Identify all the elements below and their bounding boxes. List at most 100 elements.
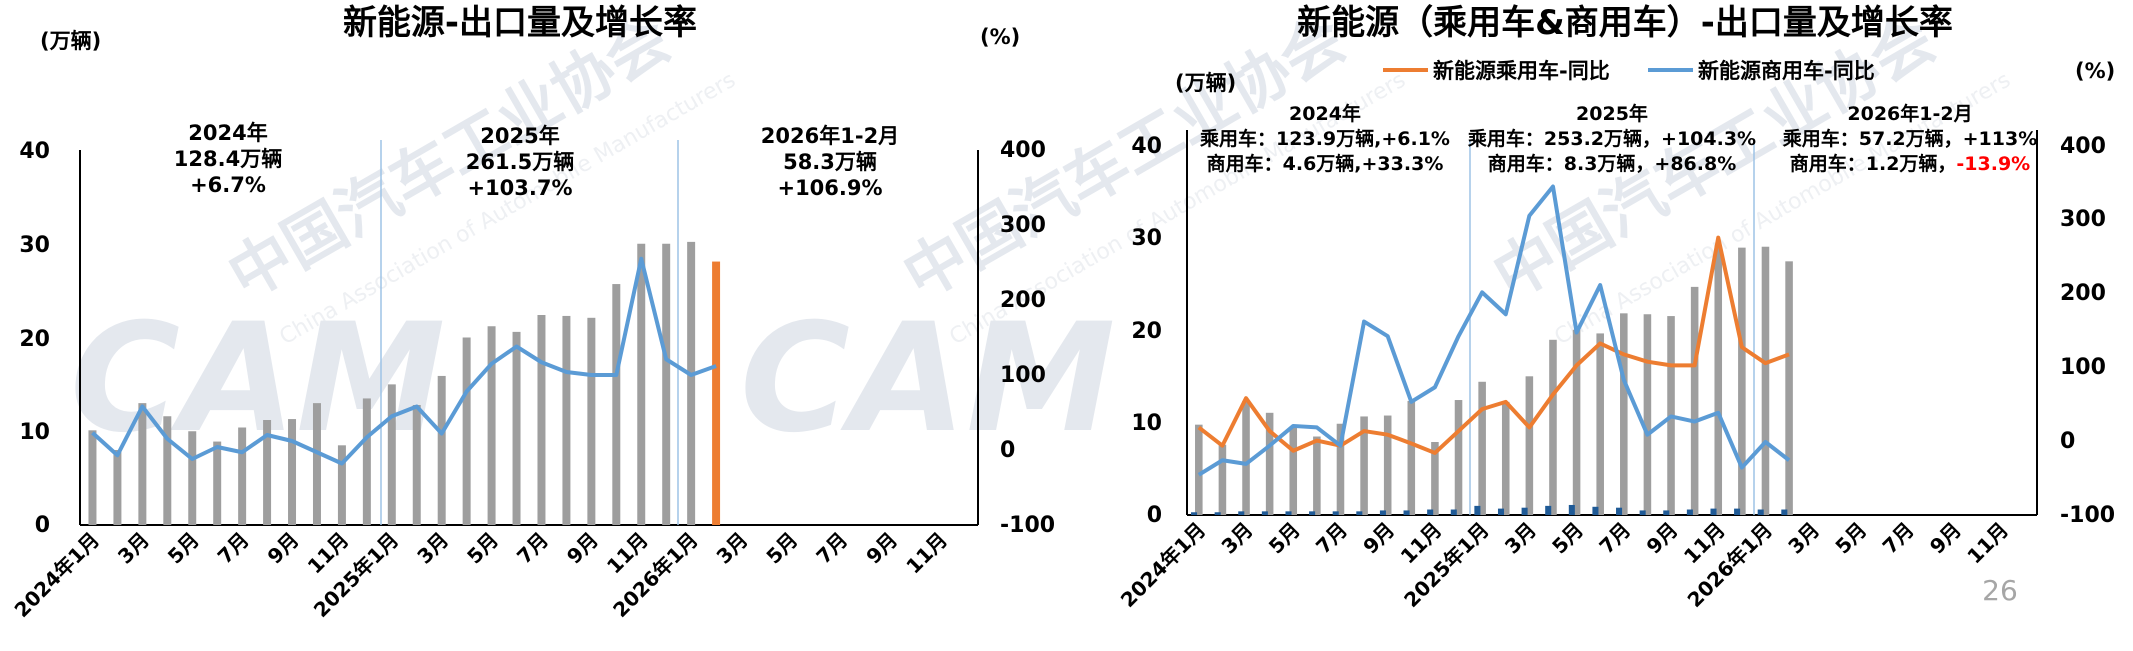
- export-bar: [487, 326, 496, 525]
- annotation-volume: 58.3万辆: [783, 150, 877, 174]
- passenger-bar: [1478, 381, 1486, 515]
- x-tick-label: 11月: [1962, 518, 2013, 569]
- annotation-year: 2024年: [188, 121, 267, 145]
- left-unit-label: (万辆): [40, 29, 101, 53]
- right-tick: 400: [2060, 134, 2106, 159]
- export-bar: [312, 403, 321, 525]
- commercial-bar: [1332, 511, 1339, 515]
- left-tick: 40: [19, 139, 50, 164]
- export-bar: [437, 375, 446, 525]
- export-bar: [412, 405, 421, 525]
- right-tick: 300: [1000, 213, 1046, 238]
- right-tick: 400: [1000, 138, 1046, 163]
- annotation-volume: 128.4万辆: [174, 147, 282, 171]
- commercial-bar: [1474, 505, 1481, 515]
- passenger-bar: [1289, 427, 1298, 515]
- right-tick-labels: -100 0 100 200 300 400: [2060, 134, 2115, 528]
- passenger-bar: [1265, 412, 1274, 515]
- commercial-bar: [1238, 511, 1245, 515]
- export-bar: [637, 243, 646, 525]
- x-tick-label: 5月: [1547, 518, 1588, 559]
- commercial-bar: [1285, 511, 1292, 515]
- annotation-commercial: 商用车：1.2万辆，-13.9%: [1790, 152, 2030, 175]
- passenger-bar: [1596, 333, 1604, 515]
- left-tick: 10: [19, 420, 50, 445]
- commercial-bar: [1191, 512, 1198, 515]
- right-unit-label: (%): [980, 25, 1020, 49]
- annotation-growth: +6.7%: [190, 173, 266, 197]
- commercial-bar: [1639, 510, 1646, 515]
- annotation-commercial: 商用车：8.3万辆，+86.8%: [1488, 152, 1737, 175]
- left-tick: 20: [1131, 319, 1162, 344]
- left-tick: 0: [35, 513, 50, 538]
- annotation-growth: +103.7%: [467, 176, 572, 200]
- x-tick-label: 7月: [1878, 518, 1919, 559]
- passenger-growth-line: [1197, 235, 1790, 455]
- right-tick: 300: [2060, 207, 2106, 232]
- export-bar: [387, 384, 396, 525]
- commercial-bar: [1521, 507, 1528, 515]
- x-tick-label: 7月: [512, 528, 553, 569]
- commercial-bar: [1356, 511, 1363, 515]
- commercial-bar: [1427, 509, 1434, 515]
- legend-label-commercial: 新能源商用车-同比: [1698, 59, 1875, 83]
- commercial-bar: [1568, 504, 1575, 515]
- annotation-passenger: 乘用车：123.9万辆,+6.1%: [1199, 127, 1450, 150]
- commercial-bar: [1710, 508, 1717, 515]
- annotation-2025: 2025年 乘用车：253.2万辆，+104.3% 商用车：8.3万辆，+86.…: [1467, 102, 1756, 175]
- passenger-bar: [1643, 314, 1652, 515]
- left-unit-label: (万辆): [1175, 71, 1236, 95]
- left-tick-labels: 0 10 20 30 40: [1131, 134, 1162, 528]
- annotation-commercial-growth-negative: -13.9%: [1956, 153, 2030, 175]
- x-tick-label: 3月: [712, 528, 753, 569]
- annotation-2026: 2026年1-2月 乘用车：57.2万辆，+113% 商用车：1.2万辆，-13…: [1782, 102, 2038, 175]
- x-tick-label: 2024年1月: [10, 528, 104, 622]
- commercial-bar: [1379, 510, 1386, 515]
- x-tick-label: 5月: [163, 528, 204, 569]
- commercial-bar: [1734, 508, 1741, 515]
- commercial-bar: [1214, 512, 1221, 515]
- x-tick-label: 9月: [263, 528, 304, 569]
- right-tick: 0: [2060, 429, 2075, 454]
- commercial-bar: [1309, 511, 1316, 515]
- x-tick-label: 2024年1月: [1116, 518, 1210, 612]
- passenger-bar: [1738, 247, 1746, 515]
- export-bar: [238, 427, 247, 525]
- passenger-bar: [1407, 400, 1416, 515]
- x-tick-label: 3月: [113, 528, 154, 569]
- commercial-growth-line: [1197, 184, 1791, 477]
- passenger-bar: [1785, 261, 1793, 515]
- commercial-bar: [1403, 510, 1410, 515]
- passenger-bar: [1454, 400, 1463, 515]
- export-bar: [562, 315, 571, 525]
- export-bar: [163, 416, 172, 525]
- annotation-passenger: 乘用车：253.2万辆，+104.3%: [1467, 127, 1756, 150]
- passenger-bar: [1501, 401, 1510, 515]
- commercial-bar: [1545, 505, 1552, 515]
- watermark-logo: CAM: [740, 292, 1115, 466]
- left-tick: 20: [19, 327, 50, 352]
- right-tick: -100: [2060, 503, 2115, 528]
- growth-line: [91, 256, 717, 466]
- passenger-bar: [1195, 424, 1203, 515]
- passenger-bar: [1431, 442, 1439, 515]
- export-bar: [113, 450, 122, 525]
- annotation-year: 2025年: [1576, 102, 1648, 125]
- x-tick-label: 5月: [1830, 518, 1871, 559]
- annotation-volume: 261.5万辆: [466, 150, 574, 174]
- x-tick-label: 7月: [1311, 518, 1352, 559]
- passenger-bar: [1549, 339, 1557, 515]
- passenger-bar: [1761, 246, 1770, 515]
- commercial-bar: [1497, 508, 1505, 515]
- chart-title: 新能源（乘用车&商用车）-出口量及增长率: [1297, 3, 1953, 43]
- right-tick: 100: [2060, 355, 2106, 380]
- right-tick: -100: [1000, 513, 1055, 538]
- export-bar: [462, 337, 471, 525]
- passenger-bar: [1620, 313, 1628, 515]
- passenger-bar: [1336, 423, 1345, 515]
- x-tick-label: 5月: [1264, 518, 1305, 559]
- x-tick-label: 7月: [1594, 518, 1635, 559]
- x-tick-label: 9月: [1358, 518, 1399, 559]
